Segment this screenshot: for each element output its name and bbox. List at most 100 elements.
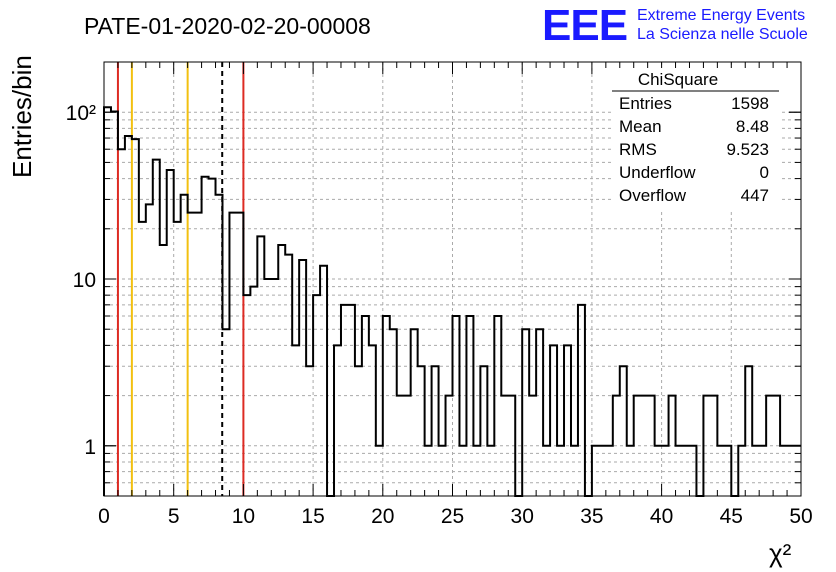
logo-mark: EEE (542, 1, 627, 50)
histogram-bin (160, 245, 167, 496)
stats-box: ChiSquare Entries 1598 Mean 8.48 RMS 9.523 Und… (612, 68, 780, 209)
histogram-bin (669, 396, 676, 496)
chart-title: PATE-01-2020-02-20-00008 (84, 13, 371, 39)
histogram-bin (236, 213, 243, 496)
histogram-bin (529, 396, 536, 496)
y-tick-label: 10 (73, 269, 96, 292)
stats-label: RMS (619, 140, 657, 159)
y-tick-label: 10² (66, 102, 96, 125)
histogram-bin (487, 446, 494, 496)
stats-label: Mean (619, 117, 662, 136)
histogram-bin (578, 305, 585, 496)
stats-value: 0 (760, 163, 769, 182)
stats-title: ChiSquare (638, 70, 718, 89)
histogram-bin (202, 177, 209, 496)
x-tick-label: 5 (168, 505, 180, 528)
histogram-bin (118, 149, 125, 496)
histogram-bin (683, 446, 690, 496)
y-axis-label: Entries/bin (7, 55, 37, 178)
histogram-bin (229, 213, 236, 496)
histogram-bin (397, 396, 404, 496)
histogram-bin (543, 446, 550, 496)
x-tick-label: 10 (232, 505, 255, 528)
x-tick-label: 35 (580, 505, 603, 528)
y-tick-label: 1 (84, 436, 96, 459)
histogram-bin (167, 170, 174, 496)
histogram-bin (648, 396, 655, 496)
histogram-bin (501, 396, 508, 496)
x-tick-label: 45 (720, 505, 743, 528)
histogram-bin (348, 305, 355, 496)
histogram-bin (480, 366, 487, 496)
histogram-line (103, 106, 801, 497)
histogram-bin (641, 396, 648, 496)
histogram-bin (271, 279, 278, 496)
histogram-bin (564, 345, 571, 496)
histogram-bin (292, 345, 299, 496)
logo-line-1: Extreme Energy Events (637, 7, 805, 24)
histogram-bin (278, 245, 285, 496)
histogram-bin (104, 107, 111, 496)
histogram-bin (313, 295, 320, 496)
histogram-bin (592, 446, 599, 496)
x-tick-label: 25 (441, 505, 464, 528)
histogram-bin (390, 329, 397, 496)
histogram-bin (404, 396, 411, 496)
histogram-bin (550, 345, 557, 496)
histogram-bin (557, 446, 564, 496)
x-tick-label: 0 (98, 505, 110, 528)
axis-ticks: 0 5 10 15 20 25 30 35 40 45 50 1 10 10² (66, 62, 813, 528)
histogram-bin (250, 287, 257, 496)
histogram-bin (439, 446, 446, 496)
histogram-bin (738, 446, 745, 496)
histogram-bin (125, 136, 132, 496)
histogram-bin (724, 446, 731, 496)
histogram-bin (355, 366, 362, 496)
stats-label: Overflow (619, 186, 687, 205)
histogram-bin (362, 316, 369, 496)
stats-value: 8.48 (736, 117, 769, 136)
histogram-bin (759, 446, 766, 496)
histogram-bin (432, 366, 439, 496)
histogram-bin (111, 111, 118, 496)
histogram-bin (299, 260, 306, 496)
histogram-bin (264, 279, 271, 496)
x-tick-label: 40 (650, 505, 673, 528)
histogram-bin (306, 366, 313, 496)
histogram-bin (243, 295, 250, 496)
x-tick-label: 15 (301, 505, 324, 528)
histogram-bin (717, 446, 724, 496)
histogram-bin (466, 316, 473, 496)
x-tick-label: 20 (371, 505, 394, 528)
histogram-bin (411, 329, 418, 496)
x-tick-label: 30 (511, 505, 534, 528)
histogram-bin (257, 236, 264, 496)
histogram-bin (536, 329, 543, 496)
histogram-bin (613, 396, 620, 496)
histogram-bin (376, 446, 383, 496)
histogram-bin (752, 446, 759, 496)
logo-line-2: La Scienza nelle Scuole (637, 26, 808, 43)
histogram-bin (655, 446, 662, 496)
histogram-bin (369, 345, 376, 496)
x-axis-label: χ² (769, 538, 792, 568)
histogram-bin (710, 396, 717, 496)
stats-label: Entries (619, 94, 672, 113)
histogram-bin (766, 396, 773, 496)
histogram-bin (620, 366, 627, 496)
histogram-bin (494, 316, 501, 496)
histogram-bin (153, 160, 160, 496)
histogram-bin (745, 366, 752, 496)
histogram-bin (606, 446, 613, 496)
histogram-bin (383, 316, 390, 496)
histogram-bin (522, 329, 529, 496)
histogram-bin (139, 222, 146, 496)
histogram-bin (773, 396, 780, 496)
stats-label: Underflow (619, 163, 696, 182)
histogram-bin (195, 213, 202, 496)
eee-logo: EEE Extreme Energy Events La Scienza nel… (542, 1, 808, 50)
histogram-bin (473, 446, 480, 496)
histogram-bin (676, 446, 683, 496)
histogram-bin (146, 204, 153, 496)
